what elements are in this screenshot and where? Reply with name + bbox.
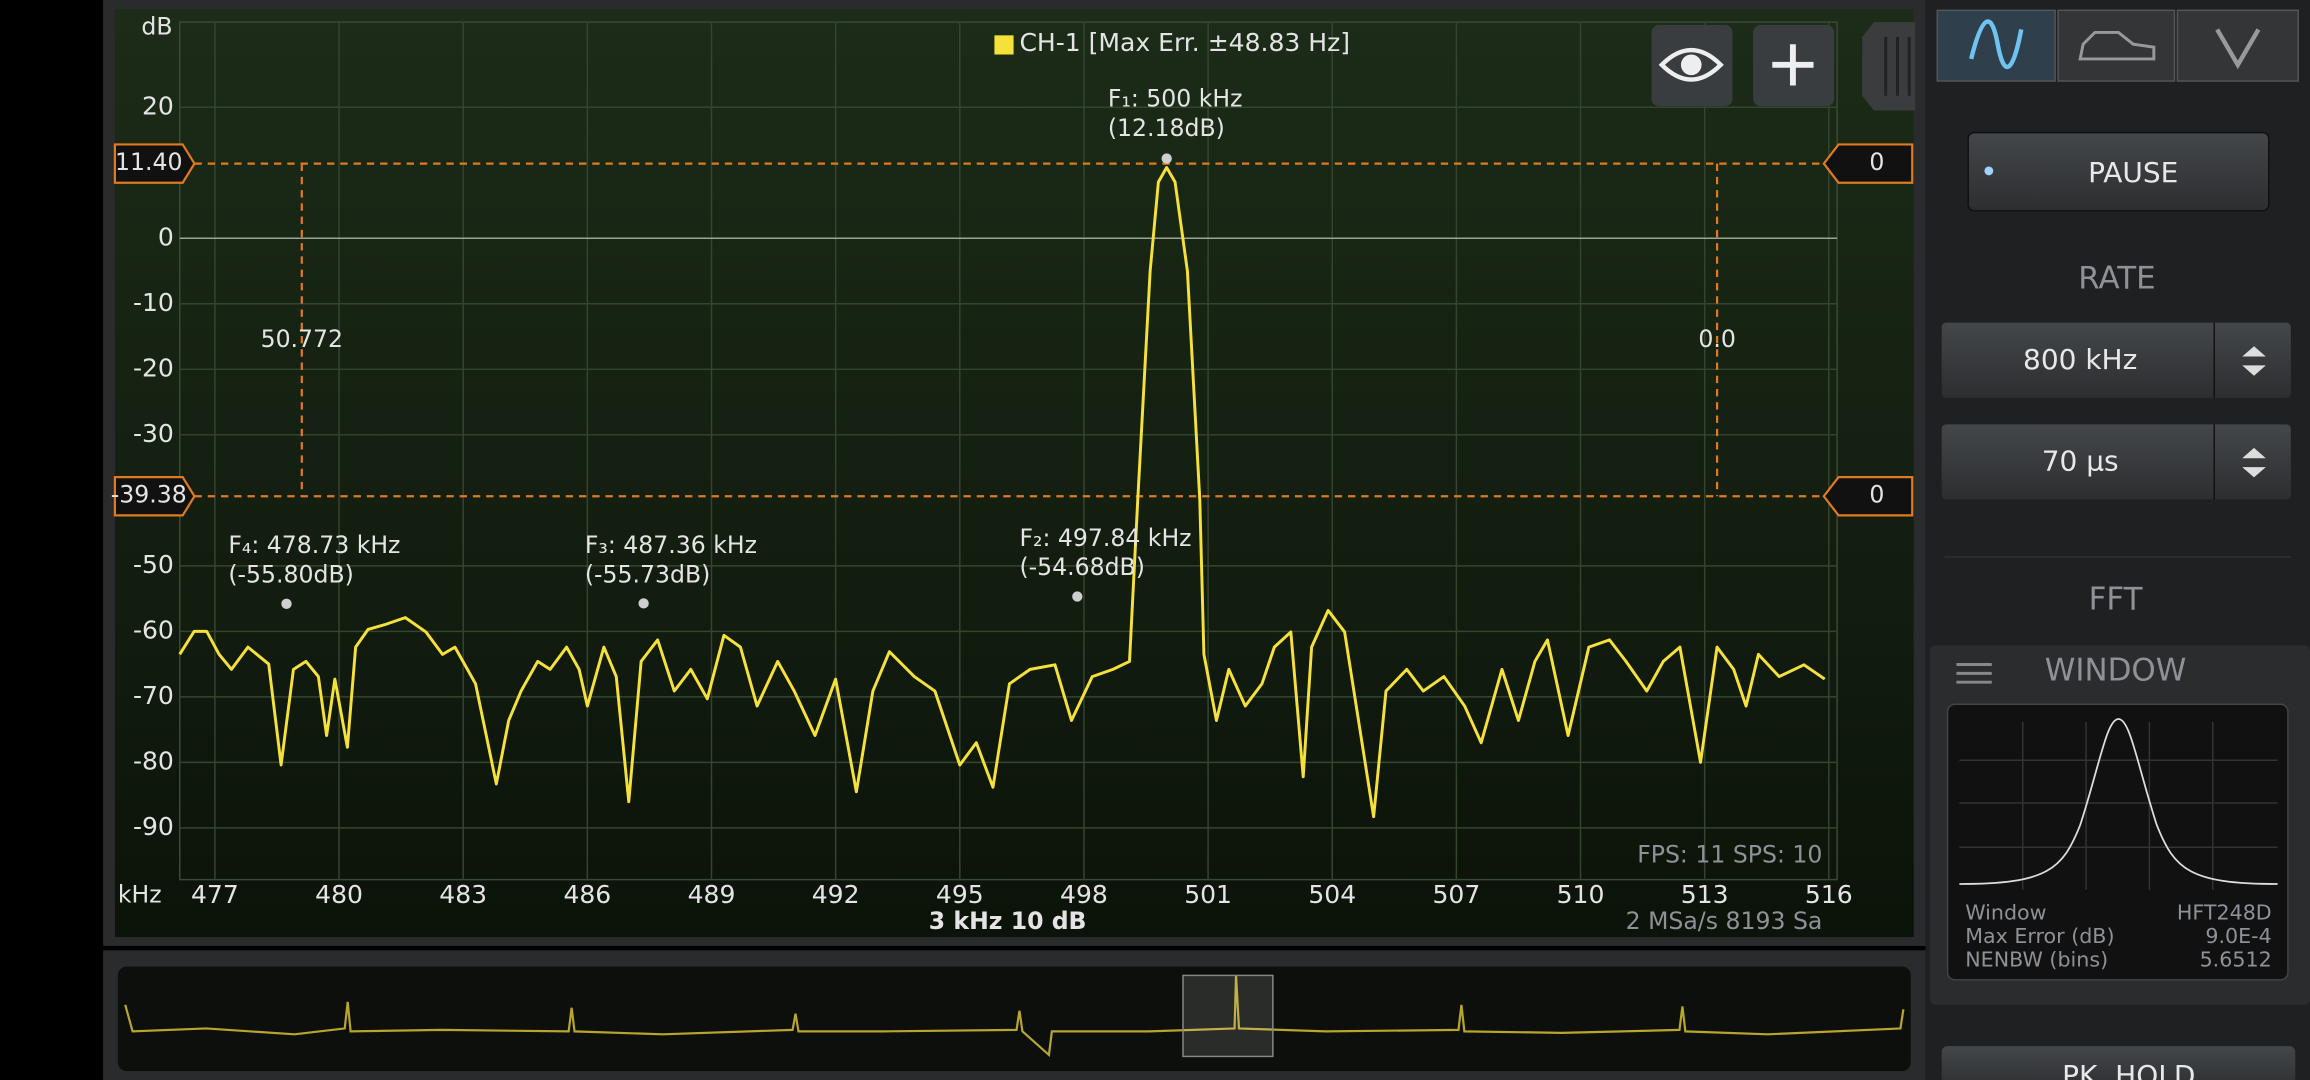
info-key: Max Error (dB): [1965, 924, 2114, 948]
peak-marker: [1072, 591, 1083, 602]
cursor-readout: 0: [1869, 481, 1884, 509]
info-value: 9.0E-4: [2205, 924, 2271, 948]
rate-value[interactable]: 800 kHz: [2023, 343, 2137, 376]
fft-header: FFT: [2089, 582, 2143, 618]
tab-car[interactable]: [2057, 9, 2176, 82]
x-tick-label: 483: [439, 880, 487, 909]
spectrum-line: [178, 166, 1826, 819]
fps-info: FPS: 11 SPS: 10: [1637, 841, 1822, 869]
peak-value: (-55.80dB): [228, 561, 353, 589]
x-tick-label: 498: [1060, 880, 1108, 909]
peak-label: F₃: 487.36 kHz: [585, 531, 757, 559]
legend-label: CH-1 [Max Err. ±48.83 Hz]: [1019, 28, 1350, 57]
pk-hold-label[interactable]: PK. HOLD: [2062, 1059, 2195, 1080]
cursor-label: 11.40: [115, 148, 182, 176]
pk-hold-button[interactable]: PK. HOLD: [1941, 1046, 2296, 1080]
peak-marker: [638, 598, 649, 609]
pause-button[interactable]: PAUSE: [1967, 131, 2270, 212]
peak-label: F₄: 478.73 kHz: [228, 531, 400, 559]
timebase-value[interactable]: 70 µs: [2042, 445, 2119, 478]
window-header: WINDOW: [2045, 652, 2187, 688]
pause-label[interactable]: PAUSE: [2088, 156, 2178, 189]
x-tick-label: 495: [936, 880, 984, 909]
legend-swatch: [994, 35, 1014, 55]
x-tick-label: 513: [1681, 880, 1729, 909]
cursor-readout: 0.0: [1698, 325, 1735, 353]
plot-area: [178, 21, 1838, 881]
sample-info: 2 MSa/s 8193 Sa: [1626, 907, 1823, 935]
overview-strip[interactable]: [103, 950, 1926, 1080]
x-tick-label: 516: [1805, 880, 1853, 909]
cursor-label: -39.38: [111, 481, 187, 509]
scale-label: 3 kHz 10 dB: [929, 907, 1087, 935]
x-tick-label: 507: [1432, 880, 1480, 909]
peak-label: F₂: 497.84 kHz: [1019, 524, 1191, 552]
rate-selector[interactable]: 800 kHz: [1941, 322, 2291, 398]
peak-value: (-54.68dB): [1019, 553, 1144, 581]
x-tick-label: 492: [812, 880, 860, 909]
x-tick-label: 480: [315, 880, 363, 909]
peak-value: (-55.73dB): [585, 561, 710, 589]
cursor-handle: [1822, 143, 1914, 184]
y-tick-label: -10: [133, 288, 174, 317]
info-value: 5.6512: [2200, 948, 2272, 972]
info-value: HFT248D: [2177, 901, 2272, 925]
y-tick-label: -80: [133, 746, 174, 775]
tab-v[interactable]: [2176, 9, 2299, 82]
info-key: Window: [1965, 901, 2046, 925]
x-tick-label: 504: [1308, 880, 1356, 909]
window-preview[interactable]: [1946, 703, 2289, 981]
y-tick-label: -90: [133, 812, 174, 841]
peak-value: (12.18dB): [1108, 114, 1225, 142]
panel-handle[interactable]: [1862, 22, 1916, 111]
cursor-handle: [1822, 475, 1914, 517]
eye-button[interactable]: [1651, 25, 1733, 107]
x-tick-label: 510: [1557, 880, 1605, 909]
y-tick-label: -60: [133, 615, 174, 644]
info-key: NENBW (bins): [1965, 948, 2108, 972]
peak-marker: [281, 598, 292, 609]
y-tick-label: 20: [142, 91, 174, 120]
tab-waveform[interactable]: [1936, 9, 2056, 82]
peak-label: F₁: 500 kHz: [1108, 85, 1243, 113]
y-axis-label: dB: [141, 12, 172, 40]
y-tick-label: 0: [158, 222, 174, 251]
x-tick-label: 477: [191, 880, 239, 909]
x-axis-label: kHz: [118, 880, 162, 908]
peak-marker: [1161, 153, 1172, 164]
add-button[interactable]: [1753, 25, 1835, 107]
cursor-readout: 0: [1869, 148, 1884, 176]
y-tick-label: -30: [133, 419, 174, 448]
cursor-handle: [113, 475, 196, 517]
plot: 477 480 483 486 489 492 495 498 501 504 507 510 513 5…: [111, 21, 1914, 909]
y-tick-label: -70: [133, 681, 174, 710]
x-tick-label: 501: [1184, 880, 1232, 909]
x-tick-label: 486: [563, 880, 611, 909]
y-tick-label: -50: [133, 550, 174, 579]
x-tick-label: 489: [688, 880, 736, 909]
y-tick-label: -20: [133, 353, 174, 382]
rate-header: RATE: [2078, 260, 2155, 296]
cursor-readout: 50.772: [261, 325, 343, 353]
window-info: Window HFT248D Max Error (dB) 9.0E-4 NENBW (…: [1965, 901, 2271, 972]
cursor-handle: [113, 143, 196, 184]
menu-icon[interactable]: [1956, 663, 1992, 684]
timebase-selector[interactable]: 70 µs: [1941, 424, 2291, 500]
plot-background: [114, 8, 1914, 938]
